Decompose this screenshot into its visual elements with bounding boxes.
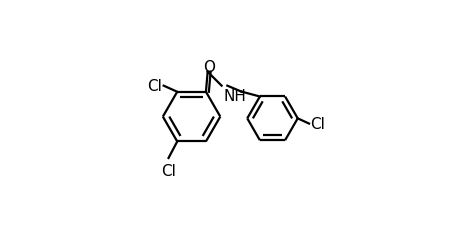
Text: NH: NH xyxy=(223,88,246,104)
Text: Cl: Cl xyxy=(161,163,176,178)
Text: Cl: Cl xyxy=(147,79,162,94)
Text: O: O xyxy=(203,59,215,74)
Text: Cl: Cl xyxy=(310,117,325,131)
